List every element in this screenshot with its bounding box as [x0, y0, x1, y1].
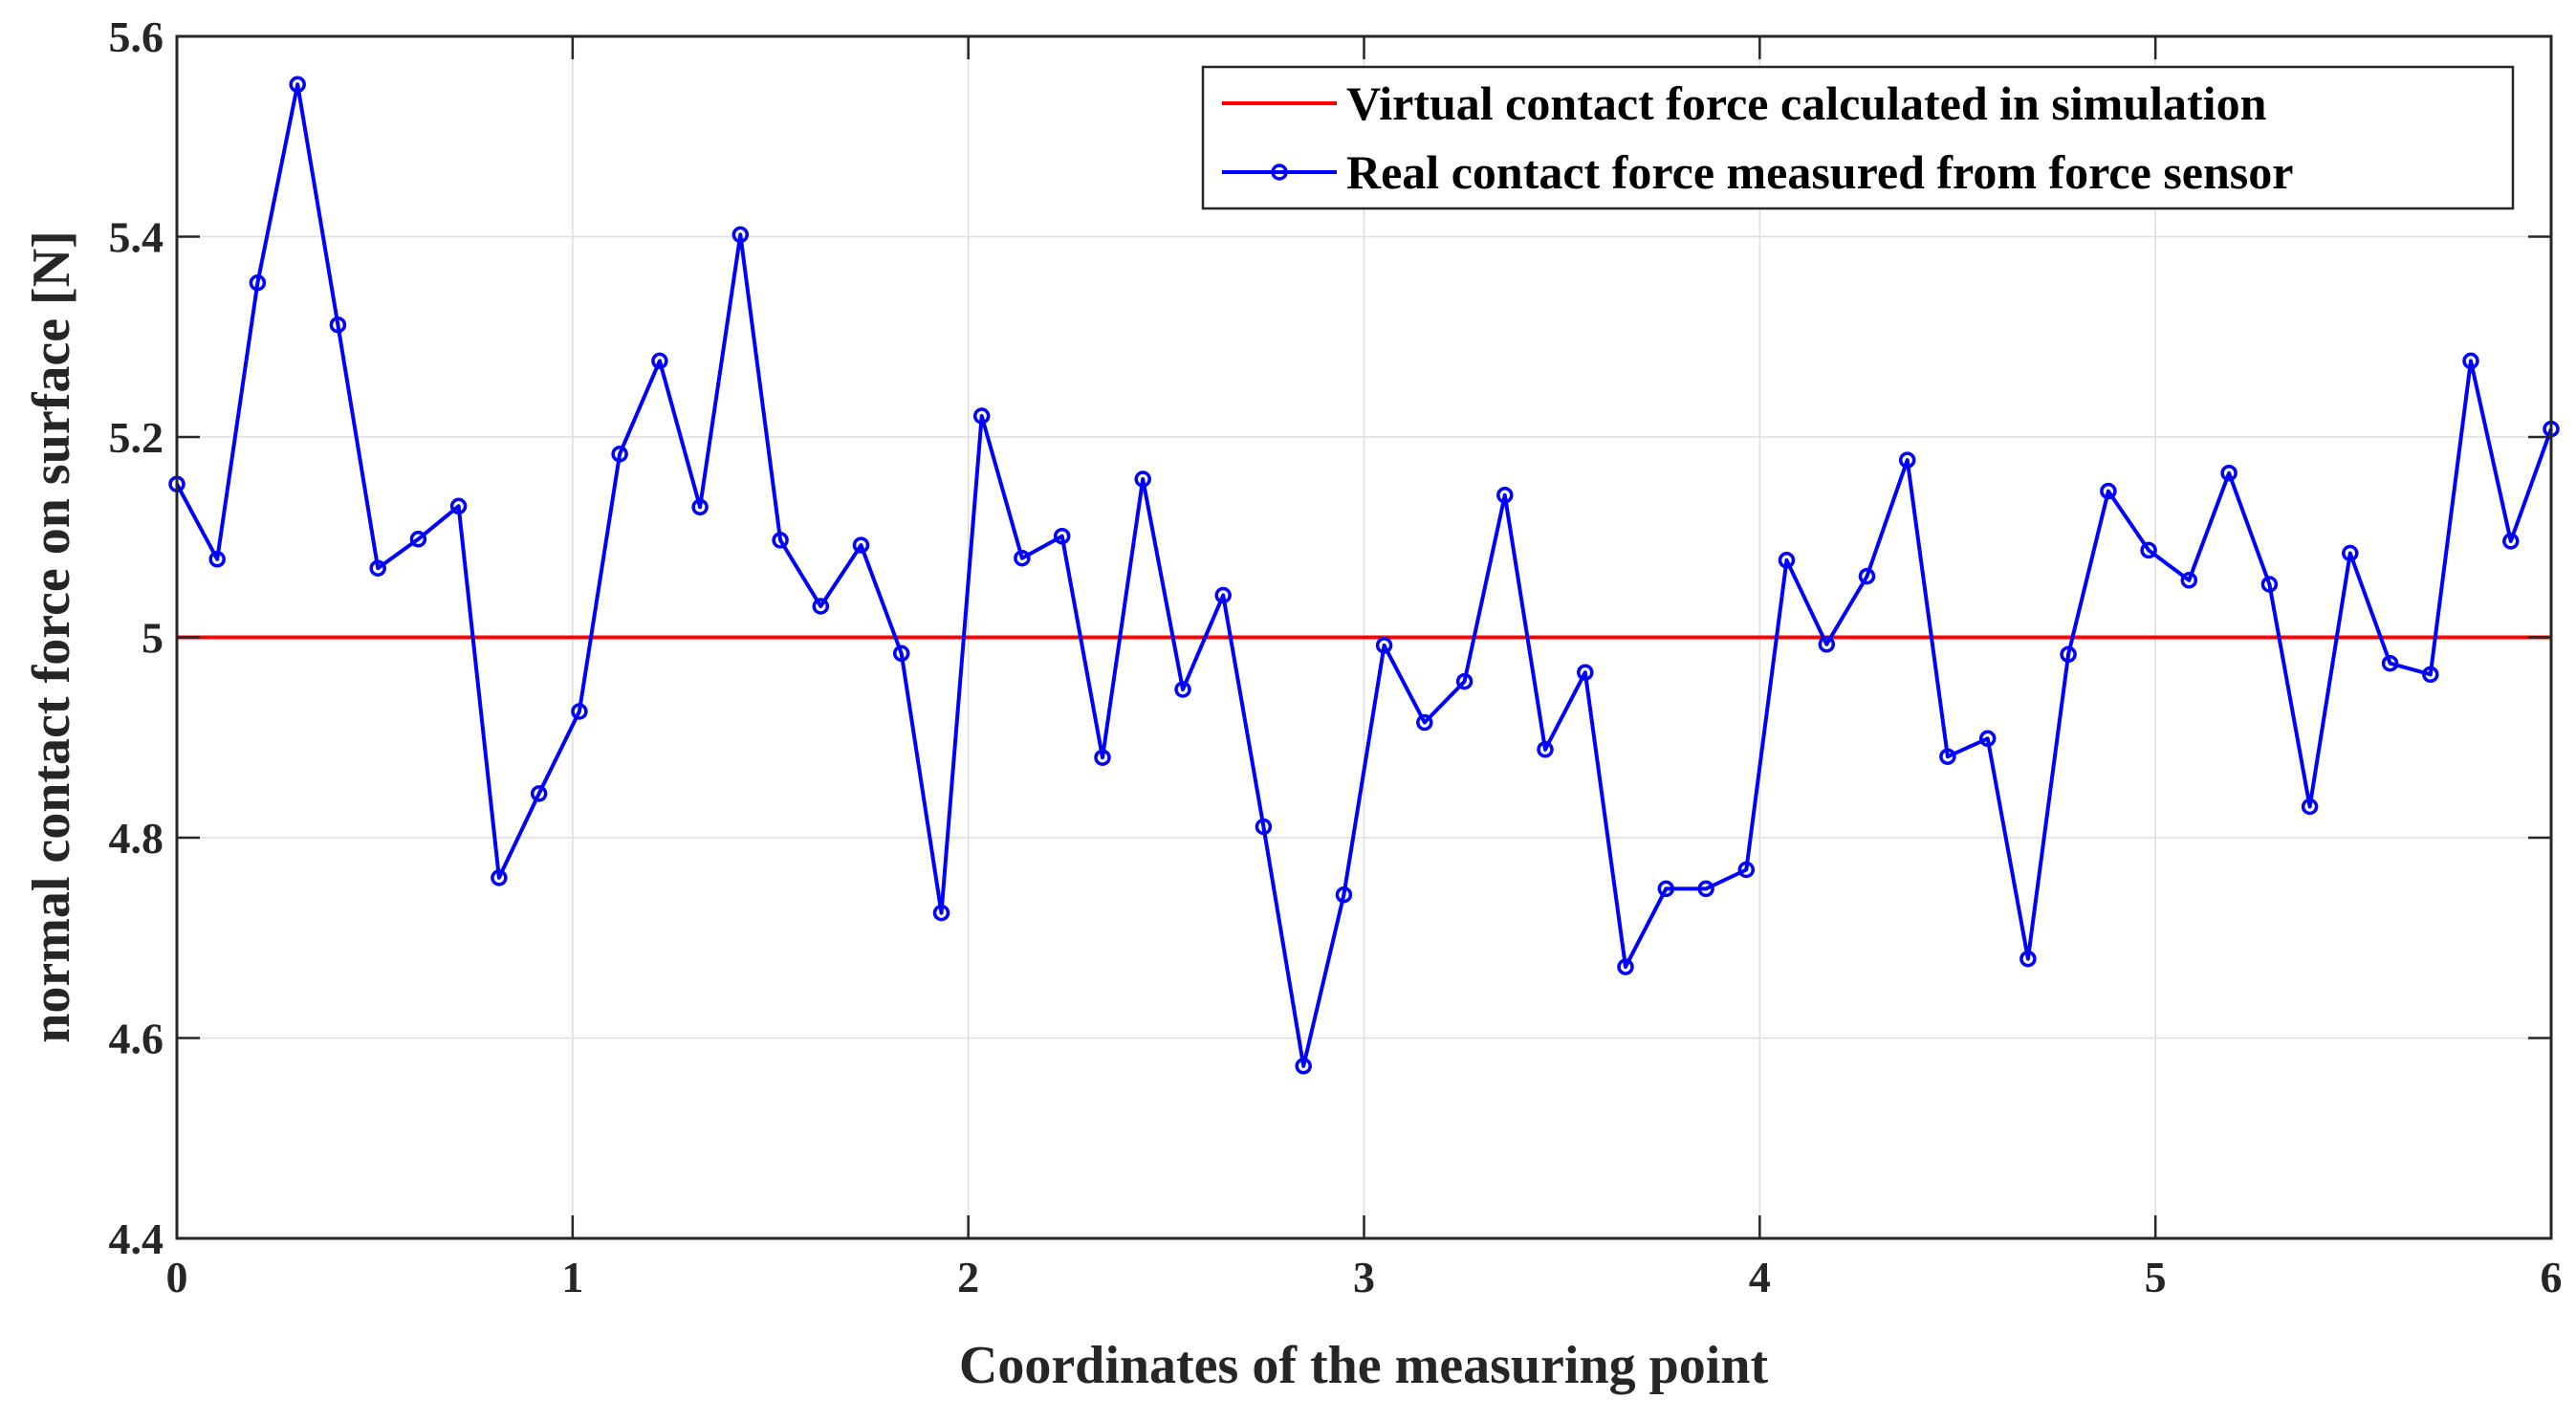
data-point — [369, 559, 386, 577]
data-point — [1375, 637, 1393, 654]
x-axis-title: Coordinates of the measuring point — [959, 1336, 1769, 1395]
data-point — [1858, 567, 1876, 585]
data-point — [2220, 464, 2238, 482]
ticks — [175, 34, 2553, 1240]
tick-labels: 0 1 2 3 4 5 6 4.4 4.6 4.8 5 5.2 5.4 5.6 — [109, 12, 2563, 1301]
data-point — [1053, 527, 1071, 545]
data-point — [2140, 541, 2157, 559]
y-tick-label: 5.6 — [109, 12, 164, 61]
data-point — [491, 869, 508, 886]
y-tick-label: 5.2 — [109, 413, 164, 462]
x-tick-label: 5 — [2145, 1253, 2167, 1301]
data-point — [2019, 950, 2037, 968]
legend-marker-sensor — [1271, 164, 1288, 181]
data-point — [329, 316, 347, 334]
data-point — [2342, 544, 2359, 562]
data-point — [1174, 681, 1191, 698]
data-point — [1094, 749, 1111, 766]
data-point — [1335, 885, 1353, 904]
data-point — [2100, 482, 2117, 500]
data-point — [932, 904, 950, 922]
data-point — [852, 536, 870, 554]
data-point — [2260, 576, 2279, 593]
data-point — [972, 407, 991, 425]
y-axis-title: normal contact force on surface [N] — [22, 230, 81, 1043]
data-point — [1496, 487, 1514, 504]
data-point — [1697, 880, 1714, 898]
data-point — [449, 497, 468, 515]
data-point — [812, 598, 830, 615]
x-tick-label: 6 — [2541, 1253, 2563, 1301]
y-tick-label: 4.6 — [109, 1015, 164, 1063]
data-point — [2462, 352, 2479, 370]
data-point — [1818, 636, 1836, 653]
x-tick-label: 4 — [1749, 1253, 1771, 1301]
data-point — [2422, 666, 2439, 684]
legend-label-simulation: Virtual contact force calculated in simu… — [1346, 77, 2267, 130]
data-point — [530, 785, 548, 802]
x-tick-label: 2 — [957, 1253, 979, 1301]
data-point — [2381, 654, 2399, 672]
legend: Virtual contact force calculated in simu… — [1201, 65, 2515, 210]
data-point — [571, 703, 588, 720]
data-point — [2502, 533, 2520, 550]
data-point — [1537, 741, 1554, 758]
data-point — [2060, 645, 2077, 664]
series-line-1 — [175, 82, 2553, 1068]
data-point — [1214, 586, 1232, 604]
data-point — [1737, 861, 1756, 879]
data-point — [1295, 1058, 1312, 1075]
data-point — [772, 532, 789, 549]
data-point — [409, 531, 427, 548]
data-point — [289, 76, 306, 94]
y-tick-label: 4.4 — [109, 1214, 164, 1263]
x-tick-label: 0 — [166, 1253, 188, 1301]
data-point — [1416, 713, 1433, 732]
data-point — [1577, 664, 1594, 681]
data-point — [249, 273, 267, 292]
data-point — [1657, 880, 1675, 898]
x-tick-label: 3 — [1353, 1253, 1375, 1301]
y-tick-label: 5 — [142, 614, 164, 663]
series-layer — [168, 76, 2560, 1075]
data-point — [1978, 730, 1997, 748]
data-point — [892, 645, 910, 663]
data-point — [2180, 572, 2198, 589]
data-point — [208, 551, 226, 568]
data-point — [1778, 552, 1796, 569]
data-point — [651, 352, 668, 370]
legend-box — [1201, 65, 2515, 210]
data-point — [1898, 451, 1916, 469]
data-point — [731, 226, 750, 244]
y-tick-label: 5.4 — [109, 213, 164, 262]
data-point — [1255, 818, 1273, 836]
data-point — [1134, 470, 1151, 488]
data-point — [1455, 672, 1474, 690]
data-point — [2301, 798, 2319, 816]
legend-label-sensor: Real contact force measured from force s… — [1346, 145, 2293, 199]
data-point — [691, 498, 709, 516]
data-point — [611, 446, 628, 463]
x-tick-label: 1 — [561, 1253, 583, 1301]
data-point — [1939, 748, 1956, 765]
data-point — [1014, 549, 1031, 567]
data-point — [1617, 958, 1634, 975]
y-tick-label: 4.8 — [109, 814, 164, 863]
